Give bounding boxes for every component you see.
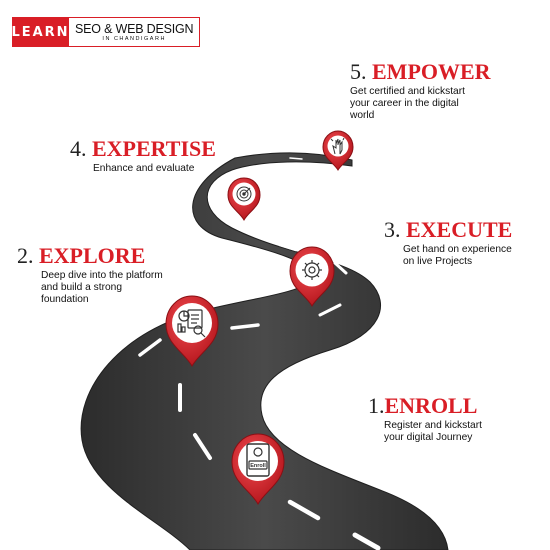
step-number: 3. bbox=[384, 217, 401, 242]
target-icon bbox=[236, 186, 252, 202]
step-execute: 3. EXECUTE Get hand on experience on liv… bbox=[384, 218, 544, 268]
desc-line: your career in the digital bbox=[350, 98, 459, 109]
step-title: ENROLL bbox=[384, 393, 478, 418]
desc-line: and build a strong bbox=[41, 282, 122, 293]
step-heading: 1.ENROLL bbox=[368, 394, 543, 418]
step-title: EXPLORE bbox=[39, 243, 146, 268]
step-title: EMPOWER bbox=[372, 59, 491, 84]
step-description: Enhance and evaluate bbox=[70, 163, 250, 175]
step-expertise: 4. EXPERTISE Enhance and evaluate bbox=[70, 137, 250, 175]
logo-word: LEARN bbox=[11, 17, 69, 47]
logo-text: SEO & WEB DESIGN IN CHANDIGARH bbox=[69, 17, 201, 47]
desc-line: Register and kickstart bbox=[384, 420, 482, 431]
pin-explore[interactable] bbox=[165, 295, 219, 368]
step-description: Deep dive into the platform and build a … bbox=[17, 270, 217, 306]
desc-line: Enhance and evaluate bbox=[93, 163, 195, 174]
desc-line: world bbox=[350, 110, 375, 121]
step-heading: 3. EXECUTE bbox=[384, 218, 544, 242]
step-title: EXPERTISE bbox=[92, 136, 216, 161]
analysis-icon bbox=[177, 309, 206, 338]
pin-empower[interactable] bbox=[322, 130, 354, 171]
pin-expertise[interactable] bbox=[227, 177, 261, 222]
enroll-icon: Enroll bbox=[246, 443, 270, 477]
desc-line: Deep dive into the platform bbox=[41, 270, 163, 281]
desc-line: on live Projects bbox=[403, 256, 473, 267]
gear-icon bbox=[302, 260, 322, 280]
step-description: Register and kickstart your digital Jour… bbox=[368, 420, 543, 444]
step-description: Get certified and kickstart your career … bbox=[350, 86, 540, 122]
step-number: 2. bbox=[17, 243, 34, 268]
step-title: EXECUTE bbox=[406, 217, 513, 242]
desc-line: Get certified and kickstart bbox=[350, 86, 465, 97]
step-description: Get hand on experience on live Projects bbox=[384, 244, 544, 268]
step-empower: 5. EMPOWER Get certified and kickstart y… bbox=[350, 60, 540, 122]
step-enroll: 1.ENROLL Register and kickstart your dig… bbox=[368, 394, 543, 444]
pin-enroll[interactable]: Enroll bbox=[231, 433, 285, 506]
logo-subtitle: IN CHANDIGARH bbox=[102, 35, 166, 42]
step-number: 1. bbox=[368, 393, 385, 418]
brand-logo: LEARN SEO & WEB DESIGN IN CHANDIGARH bbox=[11, 17, 201, 47]
step-number: 5. bbox=[350, 59, 367, 84]
desc-line: foundation bbox=[41, 294, 89, 305]
step-heading: 5. EMPOWER bbox=[350, 60, 540, 84]
pin-execute[interactable] bbox=[289, 246, 335, 307]
step-heading: 4. EXPERTISE bbox=[70, 137, 250, 161]
desc-line: Get hand on experience bbox=[403, 244, 512, 255]
enroll-badge-text: Enroll bbox=[250, 463, 266, 469]
hand-icon bbox=[330, 137, 345, 155]
step-heading: 2. EXPLORE bbox=[17, 244, 217, 268]
desc-line: your digital Journey bbox=[384, 432, 473, 443]
step-explore: 2. EXPLORE Deep dive into the platform a… bbox=[17, 244, 217, 306]
logo-title: SEO & WEB DESIGN bbox=[75, 21, 194, 36]
step-number: 4. bbox=[70, 136, 87, 161]
